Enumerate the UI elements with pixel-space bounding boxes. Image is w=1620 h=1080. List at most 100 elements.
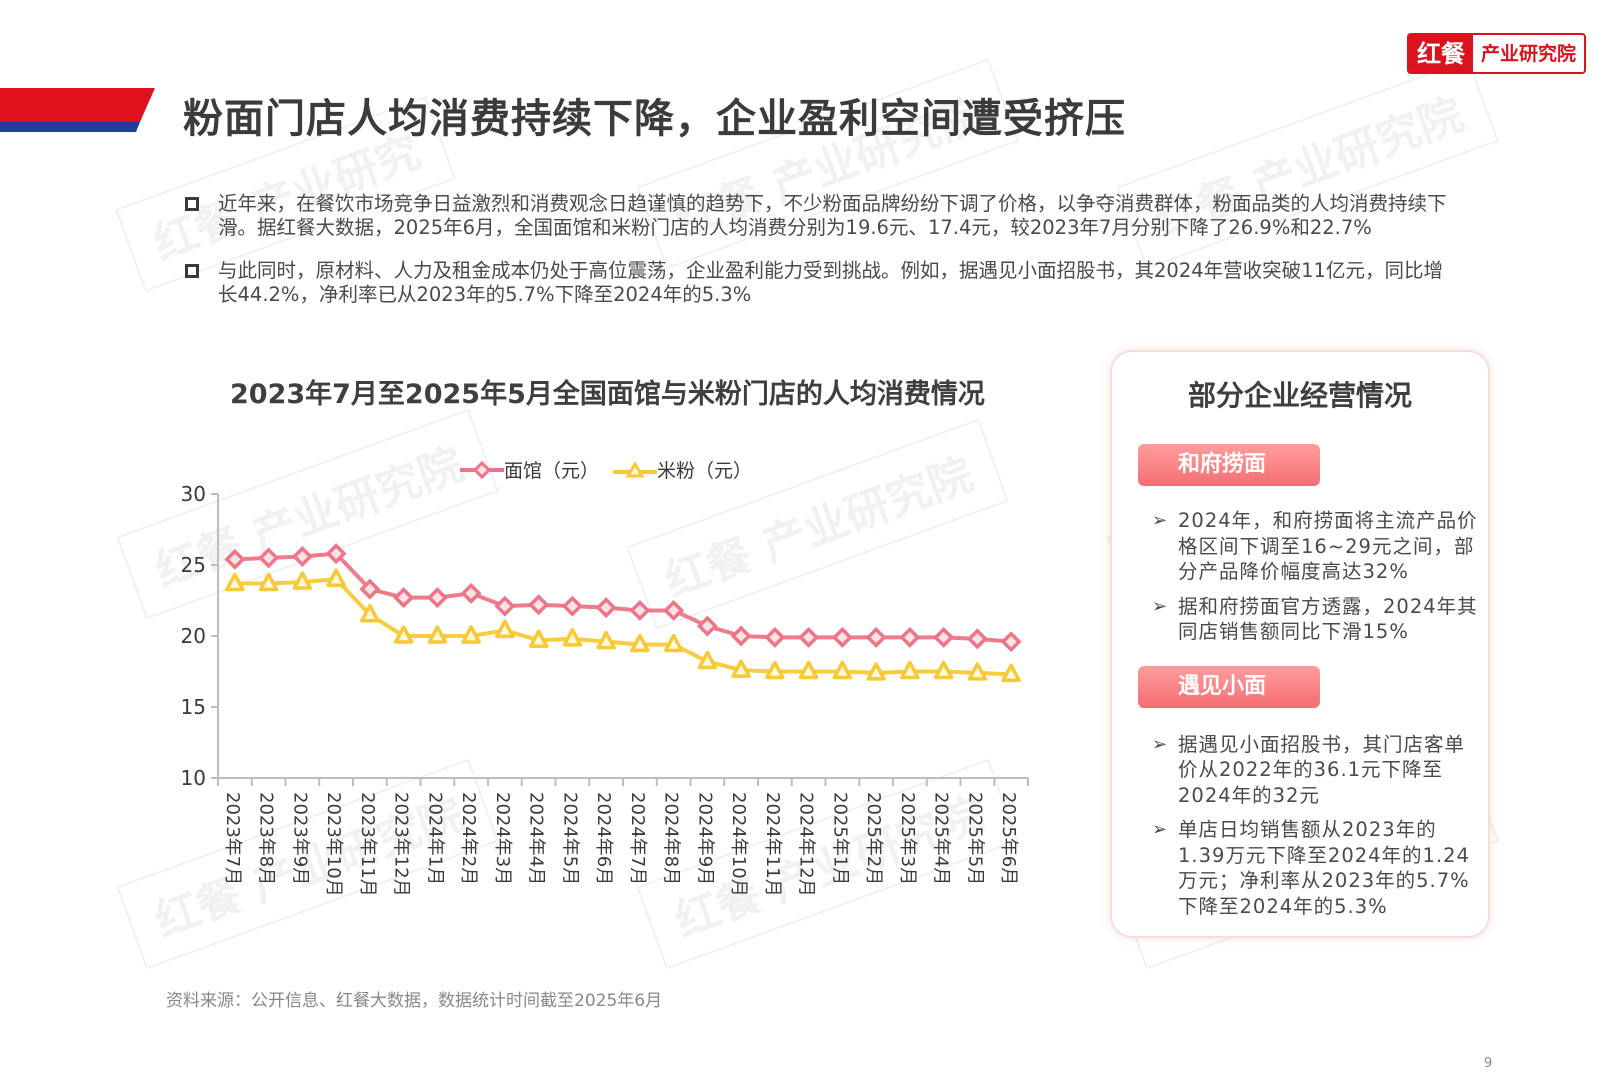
data-point [629,599,651,621]
data-point [258,572,279,592]
data-point [1000,631,1022,653]
logo: 红餐 产业研究院 [1407,33,1587,74]
data-point [595,597,617,619]
x-tick-label: 2024年11月 [762,792,783,897]
data-point [596,630,616,650]
data-point [730,625,752,647]
arrow-bullet-icon: ➢ [1152,819,1169,840]
data-point [561,595,583,617]
company-tag-hefu: 和府捞面 [1138,444,1320,486]
data-point [460,582,482,604]
company-tag-yujian: 遇见小面 [1138,665,1320,708]
data-point [663,599,685,621]
data-point [731,659,751,678]
page-title: 粉面门店人均消费持续下降，企业盈利空间遭受挤压 [183,96,1126,142]
legend-item-noodle: 面馆（元） [460,456,599,483]
bullet-item: 与此同时，原材料、人力及租金成本仍处于高位震荡，企业盈利能力受到挑战。例如，据遇… [185,259,1455,306]
x-tick-label: 2024年5月 [559,792,580,885]
data-point [899,626,921,648]
y-tick-label: 10 [181,766,206,790]
x-tick-label: 2024年2月 [458,792,479,885]
data-point [326,568,346,587]
x-tick-label: 2025年5月 [964,792,985,885]
x-tick-label: 2024年1月 [424,792,445,885]
data-point [562,628,583,647]
legend-item-rice-noodle: 米粉（元） [613,456,752,483]
data-point [528,594,550,616]
line-chart: 10 15 20 25 30 2023年7月 2023年8月 2023年9月 2023年10月 2… [181,482,1029,897]
data-point [764,626,786,648]
x-tick-label: 2023年11月 [357,792,378,897]
y-tick-label: 15 [181,695,206,719]
panel-item: ➢ 据遇见小面招股书，其门店客单价从2022年的36.1元下降至2024年的32元 [1152,732,1466,807]
company-panel: 部分企业经营情况 和府捞面 ➢ 2024年，和府捞面将主流产品价格区间下调至16~… [1110,350,1490,938]
x-tick-label: 2024年12月 [796,792,817,897]
panel-item: ➢ 单店日均销售额从2023年的1.39万元下降至2024年的1.24万元；净利率… [1152,818,1470,918]
square-bullet-icon [185,197,199,211]
data-point [765,660,785,680]
x-tick-label: 2023年7月 [222,792,243,885]
data-point [933,626,955,648]
data-point [798,660,819,680]
series-1 [225,568,1021,683]
panel-item: ➢ 据和府捞面官方透露，2024年其同店销售额同比下滑15% [1152,594,1478,644]
data-point [663,633,684,653]
x-tick-label: 2024年4月 [526,792,547,885]
x-tick-label: 2024年9月 [694,792,715,885]
y-tick-label: 20 [181,624,206,648]
data-point [225,572,245,592]
x-tick-label: 2023年9月 [289,792,310,885]
data-point [798,626,820,648]
arrow-bullet-icon: ➢ [1152,510,1169,531]
chart-legend: 面馆（元） 米粉（元） [460,456,766,483]
x-tick-label: 2023年10月 [323,792,344,897]
panel-item: ➢ 2024年，和府捞面将主流产品价格区间下调至16~29元之间，部分产品降价幅度… [1152,509,1478,583]
x-tick-label: 2025年3月 [897,792,918,885]
arrow-bullet-icon: ➢ [1152,733,1169,755]
intro-bullets: 近年来，在餐饮市场竞争日益激烈和消费观念日趋谨慎的趋势下，不少粉面品牌纷纷下调了… [185,192,1455,326]
data-point [528,629,549,649]
x-tick-label: 2024年3月 [492,792,513,885]
data-point [831,626,853,648]
data-point [866,662,886,681]
data-point [630,633,650,653]
logo-text: 产业研究院 [1473,35,1585,72]
x-tick-label: 2024年10月 [728,792,749,897]
bullet-text: 与此同时，原材料、人力及租金成本仍处于高位震荡，企业盈利能力受到挑战。例如，据遇… [218,259,1443,306]
triangle-marker-icon [613,460,658,477]
data-point [1001,663,1021,683]
data-point [967,662,988,681]
data-point [359,578,381,600]
x-tick-label: 2024年8月 [661,792,682,885]
data-point [291,546,313,567]
title-accent-bar [0,88,155,132]
x-tick-label: 2025年1月 [829,792,850,885]
x-tick-label: 2023年12月 [391,792,412,897]
data-point [494,595,516,617]
data-point [224,548,246,570]
data-point [495,619,515,639]
bullet-text: 近年来，在餐饮市场竞争日益激烈和消费观念日趋谨慎的趋势下，不少粉面品牌纷纷下调了… [218,192,1447,239]
bullet-item: 近年来，在餐饮市场竞争日益激烈和消费观念日趋谨慎的趋势下，不少粉面品牌纷纷下调了… [185,192,1455,239]
data-point [393,587,415,609]
data-point [325,543,347,565]
data-point [832,660,853,680]
data-point [933,660,954,680]
x-tick-label: 2023年8月 [256,792,277,885]
square-bullet-icon [185,264,199,278]
series-0 [224,543,1022,653]
legend-label: 面馆（元） [504,460,600,482]
source-note: 资料来源：公开信息、红餐大数据，数据统计时间截至2025年6月 [166,991,663,1011]
legend-label: 米粉（元） [657,460,753,482]
data-point [966,628,988,650]
x-tick-label: 2025年2月 [863,792,884,885]
x-tick-label: 2024年6月 [593,792,614,885]
data-point [900,660,920,680]
data-point [697,650,718,670]
data-point [360,603,380,623]
data-point [292,571,313,590]
y-tick-label: 30 [181,482,206,506]
y-tick-label: 25 [181,553,206,577]
data-point [865,626,887,648]
diamond-marker-icon [460,460,504,479]
